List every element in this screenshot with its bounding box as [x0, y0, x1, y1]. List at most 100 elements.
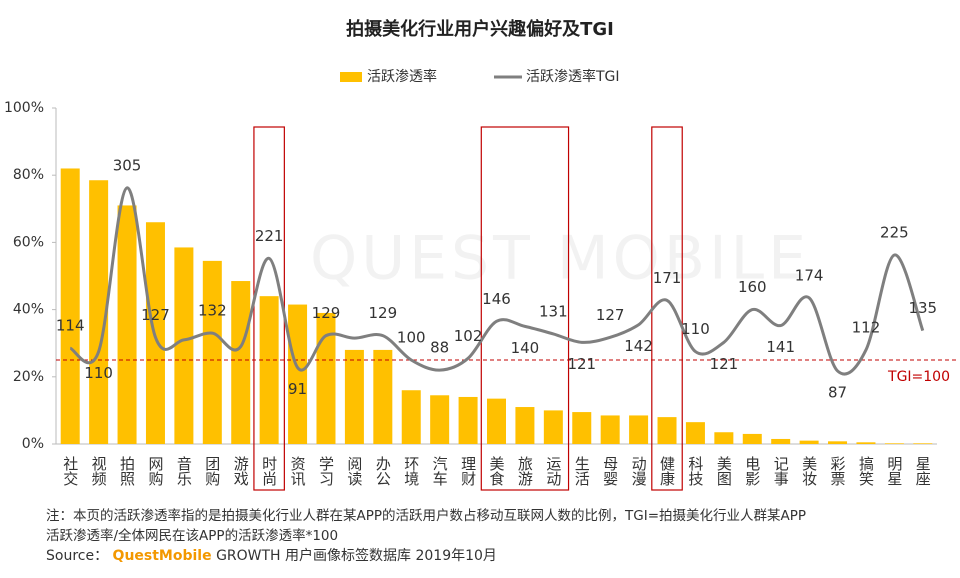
chart-title: 拍摄美化行业用户兴趣偏好及TGI — [346, 18, 614, 40]
x-tick-label: 办公 — [374, 456, 392, 486]
watermark: QUEST MOBILE — [310, 224, 810, 294]
y-tick-label: 60% — [13, 234, 44, 250]
bar — [799, 440, 819, 444]
data-label: 135 — [908, 299, 937, 317]
bar — [89, 180, 109, 445]
data-label: 160 — [738, 278, 767, 296]
data-label: 131 — [539, 302, 568, 320]
legend-swatch — [340, 72, 362, 82]
x-tick-label: 团购 — [203, 456, 221, 487]
y-tick-label: 80% — [13, 167, 44, 183]
data-label: 129 — [312, 304, 341, 322]
bar — [316, 312, 336, 444]
legend-label: 活跃渗透率 — [367, 68, 437, 85]
x-tick-label: 母婴 — [601, 456, 619, 486]
data-label: 146 — [482, 290, 511, 308]
bar — [828, 441, 848, 444]
tgi-line — [69, 186, 925, 376]
bar — [117, 205, 137, 444]
bar — [231, 281, 251, 444]
x-tick-label: 运动 — [544, 456, 562, 487]
data-label: 87 — [828, 383, 847, 401]
bar — [884, 443, 904, 444]
data-label: 88 — [430, 339, 449, 357]
highlight-box — [480, 126, 570, 491]
bar — [259, 296, 279, 444]
source: Source： QuestMobile GROWTH 用户画像标签数据库 201… — [46, 545, 497, 565]
x-tick-label: 网购 — [146, 456, 164, 487]
x-tick-label: 美妆 — [800, 456, 818, 486]
x-tick-label: 时尚 — [260, 456, 278, 487]
data-label: 121 — [710, 355, 739, 373]
x-tick-label: 健康 — [658, 456, 676, 486]
data-label: 100 — [397, 329, 426, 347]
data-label: 110 — [84, 364, 113, 382]
y-tick-label: 100% — [4, 100, 44, 116]
x-tick-label: 资讯 — [289, 456, 307, 487]
x-tick-label: 环境 — [402, 456, 420, 487]
data-label: 174 — [795, 266, 824, 284]
x-tick-label: 学习 — [317, 456, 335, 487]
bar — [515, 407, 535, 444]
y-tick-label: 40% — [13, 302, 44, 318]
source-text: GROWTH 用户画像标签数据库 2019年10月 — [216, 548, 497, 564]
x-tick-label: 汽车 — [431, 456, 449, 486]
bar — [60, 168, 80, 445]
bar — [458, 396, 478, 444]
chart: 拍摄美化行业用户兴趣偏好及TGI QUEST MOBILE 0% 20% 40% 60… — [4, 18, 957, 491]
bar — [202, 260, 222, 444]
x-tick-label: 阅读 — [345, 456, 363, 486]
bar — [288, 304, 308, 444]
y-tick-label: 20% — [13, 369, 44, 385]
x-tick-label: 科技 — [686, 456, 704, 487]
bar — [572, 412, 592, 444]
bar — [856, 442, 876, 444]
bar — [344, 349, 364, 444]
source-label: Source： — [46, 548, 109, 564]
x-tick-label: 电影 — [743, 456, 761, 486]
bar — [657, 417, 677, 444]
data-label: 171 — [653, 269, 682, 287]
bar — [685, 422, 705, 444]
x-tick-label: 星座 — [914, 456, 932, 486]
note-line: 活跃渗透率/全体网民在该APP的活跃渗透率*100 — [46, 528, 339, 544]
x-tick-label: 旅游 — [516, 456, 534, 487]
x-tick-label: 生活 — [573, 456, 591, 486]
reference-label: TGI=100 — [887, 369, 950, 385]
data-label: 114 — [56, 317, 85, 335]
bar — [742, 433, 762, 444]
bar — [430, 395, 450, 444]
data-label: 129 — [369, 304, 398, 322]
data-label: 102 — [454, 327, 483, 345]
bar — [771, 438, 791, 444]
data-label: 110 — [681, 320, 710, 338]
bar — [629, 415, 649, 444]
data-label: 121 — [567, 355, 596, 373]
bar — [600, 415, 620, 444]
x-tick-label: 记事 — [772, 456, 790, 486]
data-label: 225 — [880, 224, 909, 242]
data-label: 127 — [141, 306, 170, 324]
data-label: 140 — [511, 339, 540, 357]
x-tick-label: 美图 — [715, 456, 733, 486]
data-label: 305 — [113, 156, 142, 174]
bar — [714, 432, 734, 444]
x-tick-label: 音乐 — [175, 456, 193, 486]
note-line: 注：本页的活跃渗透率指的是拍摄美化行业人群在某APP的活跃用户数占移动互联网人数… — [46, 508, 807, 524]
legend-label: 活跃渗透率TGI — [526, 68, 620, 85]
bar — [543, 410, 563, 444]
data-label: 127 — [596, 306, 625, 324]
x-tick-label: 彩票 — [829, 456, 847, 486]
x-tick-label: 明星 — [885, 456, 903, 486]
x-tick-label: 搞笑 — [857, 456, 875, 486]
data-label: 221 — [255, 227, 284, 245]
source-brand: QuestMobile — [112, 548, 212, 564]
data-label: 142 — [624, 337, 653, 355]
x-tick-label: 视频 — [90, 456, 108, 486]
y-tick-label: 0% — [22, 436, 44, 452]
x-tick-label: 游戏 — [232, 456, 250, 487]
data-label: 91 — [288, 380, 307, 398]
bar — [913, 443, 933, 444]
x-tick-label: 美食 — [488, 456, 506, 486]
